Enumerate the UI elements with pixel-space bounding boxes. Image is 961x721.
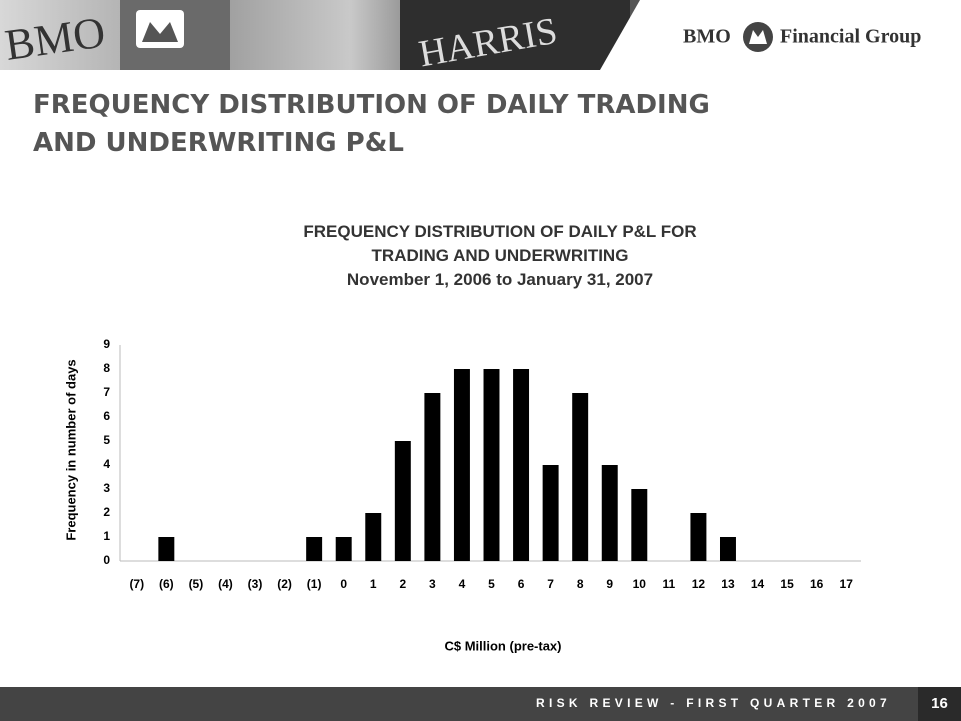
x-tick-label: (1) <box>307 577 322 591</box>
x-tick-label: 7 <box>547 577 554 591</box>
x-axis-label: C$ Million (pre-tax) <box>444 638 561 653</box>
x-tick-label: 8 <box>577 577 584 591</box>
x-tick-label: (7) <box>129 577 144 591</box>
y-axis-label: Frequency in number of days <box>63 359 78 540</box>
y-tick-label: 9 <box>103 337 110 351</box>
x-tick-label: 4 <box>459 577 466 591</box>
logo-text: Financial Group <box>780 26 921 48</box>
x-tick-label: (6) <box>159 577 174 591</box>
x-tick-label: (5) <box>189 577 204 591</box>
bar <box>394 441 411 561</box>
y-tick-label: 2 <box>103 505 110 519</box>
page-number: 16 <box>918 687 961 721</box>
banner-logo-shape <box>142 22 178 42</box>
chart-subtitle: November 1, 2006 to January 31, 2007 <box>346 270 654 289</box>
y-tick-label: 6 <box>103 409 110 423</box>
chart-title: FREQUENCY DISTRIBUTION OF DAILY P&L FOR … <box>303 222 697 265</box>
bar <box>365 513 382 561</box>
x-tick-label: 10 <box>633 577 647 591</box>
bar <box>306 537 323 561</box>
y-tick-label: 1 <box>103 529 110 543</box>
footer-bar <box>0 687 961 721</box>
x-tick-label: 17 <box>840 577 854 591</box>
bar <box>453 369 470 561</box>
x-tick-label: 14 <box>751 577 765 591</box>
bar <box>158 537 175 561</box>
x-tick-label: 13 <box>721 577 735 591</box>
y-tick-label: 7 <box>103 385 110 399</box>
bar <box>601 465 618 561</box>
x-tick-label: 5 <box>488 577 495 591</box>
logo-area <box>600 0 961 70</box>
x-tick-label: 2 <box>399 577 406 591</box>
x-tick-label: 1 <box>370 577 377 591</box>
x-tick-label: 3 <box>429 577 436 591</box>
bar <box>631 489 648 561</box>
logo-text: BMO <box>683 26 731 48</box>
x-tick-label: 11 <box>663 577 676 591</box>
x-tick-label: 16 <box>810 577 824 591</box>
bar <box>690 513 707 561</box>
bar <box>483 369 500 561</box>
y-tick-label: 0 <box>103 553 110 567</box>
x-tick-label: (4) <box>218 577 233 591</box>
bar <box>335 537 352 561</box>
x-tick-label: 9 <box>606 577 613 591</box>
banner-logo-mark <box>136 10 184 48</box>
footer-text: RISK REVIEW - FIRST QUARTER 2007 <box>536 696 891 710</box>
bar <box>542 465 559 561</box>
y-tick-label: 4 <box>103 457 110 471</box>
bar <box>424 393 441 561</box>
x-tick-label: 12 <box>692 577 706 591</box>
x-tick-label: 6 <box>518 577 525 591</box>
x-tick-label: 15 <box>780 577 794 591</box>
x-tick-label: (2) <box>277 577 292 591</box>
bar <box>513 369 530 561</box>
x-tick-label: 0 <box>340 577 347 591</box>
y-tick-label: 3 <box>103 481 110 495</box>
bar <box>719 537 736 561</box>
x-tick-label: (3) <box>248 577 263 591</box>
y-tick-label: 5 <box>103 433 110 447</box>
banner-photo-part <box>400 0 630 70</box>
y-tick-label: 8 <box>103 361 110 375</box>
bar <box>572 393 589 561</box>
logo-shape <box>749 30 767 44</box>
slide-title: FREQUENCY DISTRIBUTION OF DAILY TRADING … <box>33 90 710 158</box>
